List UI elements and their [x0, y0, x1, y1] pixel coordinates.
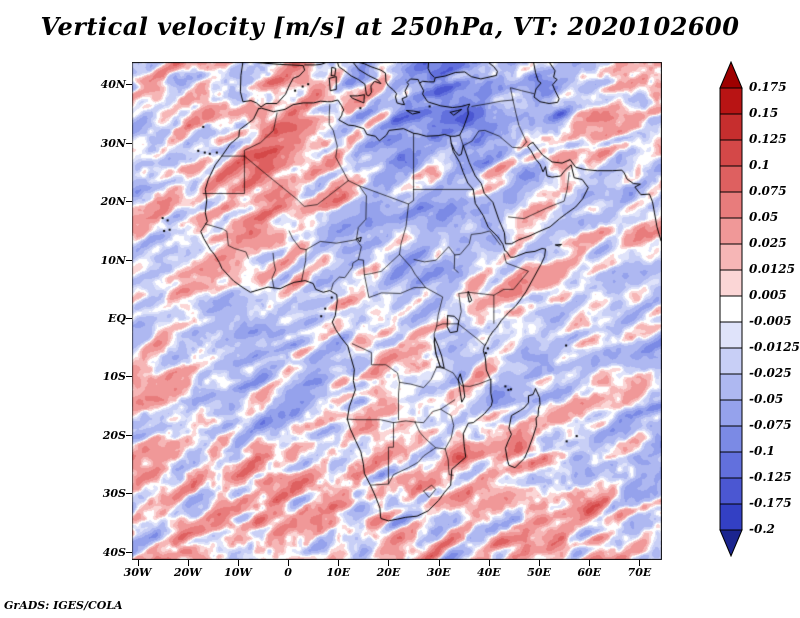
colorbar-tick-label: 0.025	[749, 236, 787, 250]
y-axis-tick-label: 40N	[100, 78, 126, 92]
colorbar-tick-label: -0.2	[749, 522, 775, 536]
colorbar-segment	[719, 113, 743, 141]
colorbar-segment	[719, 373, 743, 401]
grads-attribution: GrADS: IGES/COLA	[4, 599, 123, 612]
y-axis-tick-label: 20S	[102, 428, 126, 442]
colorbar-segment	[719, 217, 743, 245]
y-axis-tick-label: 30S	[102, 487, 126, 501]
y-axis-tick	[126, 259, 132, 261]
x-axis-tick-label: 30W	[123, 566, 152, 579]
x-axis-tick	[338, 560, 340, 566]
x-axis-tick-label: 70E	[627, 566, 652, 579]
x-axis-tick	[237, 560, 239, 566]
colorbar-segment	[719, 191, 743, 219]
x-axis-tick-label: 10W	[224, 566, 252, 579]
y-axis-tick	[126, 318, 132, 319]
y-axis-tick-label: 20N	[100, 195, 126, 209]
x-axis-tick	[488, 560, 490, 566]
colorbar-tick-label: -0.125	[749, 470, 792, 484]
y-axis-tick	[126, 493, 132, 495]
colorbar-segment	[719, 399, 743, 427]
map-canvas	[132, 62, 662, 560]
x-axis-tick-label: 10E	[326, 566, 351, 579]
x-axis-tick	[288, 560, 290, 566]
x-axis-tick	[187, 560, 189, 566]
y-axis-tick	[126, 551, 132, 553]
colorbar-tick-label: 0.05	[749, 210, 779, 224]
x-axis-tick	[438, 560, 440, 566]
x-axis-tick	[539, 560, 541, 566]
colorbar-segment	[719, 243, 743, 271]
y-axis-tick-label: 30N	[100, 136, 126, 150]
x-axis-tick-label: 40E	[476, 566, 501, 579]
colorbar-tick-label: -0.025	[749, 366, 792, 380]
colorbar-segment	[719, 425, 743, 453]
colorbar-bottom-arrow	[719, 529, 743, 557]
y-axis-tick-label: 10N	[100, 253, 126, 267]
colorbar-tick-label: 0.005	[749, 288, 787, 302]
colorbar-tick-label: -0.0125	[749, 340, 800, 354]
colorbar-segment	[719, 347, 743, 375]
x-axis-tick	[388, 560, 390, 566]
colorbar-tick-label: -0.075	[749, 418, 792, 432]
x-axis-tick	[589, 560, 591, 566]
chart-title: Vertical velocity [m/s] at 250hPa, VT: 2…	[40, 12, 740, 41]
x-axis-tick	[137, 560, 139, 566]
colorbar-segment	[719, 87, 743, 115]
y-axis-tick-label: 40S	[102, 545, 126, 559]
colorbar-segment	[719, 451, 743, 479]
y-axis-tick	[126, 84, 132, 86]
colorbar-tick-label: -0.005	[749, 314, 792, 328]
y-axis-tick	[126, 142, 132, 144]
x-axis-tick	[639, 560, 641, 566]
colorbar-tick-label: -0.175	[749, 496, 792, 510]
y-axis-tick-label: 10S	[102, 370, 126, 384]
x-axis-tick-label: 0	[284, 566, 292, 579]
colorbar-tick-label: -0.05	[749, 392, 784, 406]
colorbar-segment	[719, 503, 743, 531]
y-axis-tick	[126, 201, 132, 203]
colorbar-tick-label: 0.125	[749, 132, 787, 146]
x-axis-tick-label: 60E	[577, 566, 602, 579]
y-axis-tick	[126, 434, 132, 436]
colorbar-segment	[719, 139, 743, 167]
colorbar-segment	[719, 165, 743, 193]
colorbar-tick-label: 0.175	[749, 80, 787, 94]
colorbar-tick-label: 0.075	[749, 184, 787, 198]
colorbar-tick-label: 0.0125	[749, 262, 795, 276]
colorbar-tick-label: 0.15	[749, 106, 779, 120]
colorbar-top-arrow	[719, 61, 743, 89]
x-axis-tick-label: 50E	[527, 566, 551, 579]
colorbar-segment	[719, 295, 743, 323]
x-axis-tick-label: 20E	[376, 566, 401, 579]
colorbar-segment	[719, 269, 743, 297]
y-axis-tick-label: EQ	[108, 312, 126, 325]
colorbar-segment	[719, 477, 743, 505]
colorbar-segment	[719, 321, 743, 349]
y-axis-tick	[126, 376, 132, 378]
colorbar-tick-label: -0.1	[749, 444, 775, 458]
x-axis-tick-label: 30E	[426, 566, 451, 579]
colorbar	[719, 61, 743, 557]
x-axis-tick-label: 20W	[173, 566, 202, 579]
colorbar-tick-label: 0.1	[749, 158, 770, 172]
